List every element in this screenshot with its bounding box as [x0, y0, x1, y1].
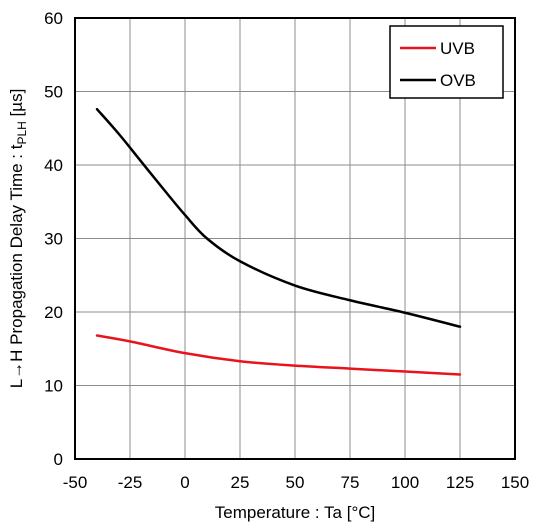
- x-tick-label: 125: [446, 473, 474, 492]
- x-tick-label: 150: [501, 473, 529, 492]
- x-tick-label: 75: [341, 473, 360, 492]
- legend-box: [389, 25, 504, 99]
- x-tick-label: 0: [180, 473, 189, 492]
- legend-label: UVB: [440, 39, 475, 58]
- x-tick-label: -50: [63, 473, 88, 492]
- series-line-uvb: [95, 334, 462, 376]
- x-tick-label: 50: [286, 473, 305, 492]
- legend-label: OVB: [440, 71, 476, 90]
- x-tick-label: 25: [231, 473, 250, 492]
- series-line-ovb: [95, 107, 462, 328]
- y-tick-label: 60: [44, 9, 63, 28]
- x-axis-ticks: -50 -25 0 25 50 75 100 125 150: [63, 473, 529, 492]
- y-tick-label: 20: [44, 303, 63, 322]
- y-tick-label: 50: [44, 83, 63, 102]
- x-axis-title: Temperature : Ta [°C]: [215, 503, 376, 522]
- y-axis-ticks: 0 10 20 30 40 50 60: [44, 9, 63, 469]
- y-tick-label: 0: [54, 450, 63, 469]
- x-tick-label: -25: [118, 473, 143, 492]
- x-tick-label: 100: [391, 473, 419, 492]
- y-axis-title-unit: [µs]: [7, 89, 26, 121]
- y-axis-title-subscript: PLH: [15, 121, 29, 144]
- y-axis-title: L→H Propagation Delay Time : tPLH [µs]: [7, 89, 29, 389]
- plot-area-frame: [74, 17, 516, 460]
- y-axis-title-main: L→H Propagation Delay Time : t: [7, 144, 26, 388]
- y-tick-label: 40: [44, 156, 63, 175]
- y-tick-label: 10: [44, 377, 63, 396]
- legend: UVB OVB: [389, 25, 504, 99]
- series-lines: [95, 107, 462, 376]
- y-tick-label: 30: [44, 230, 63, 249]
